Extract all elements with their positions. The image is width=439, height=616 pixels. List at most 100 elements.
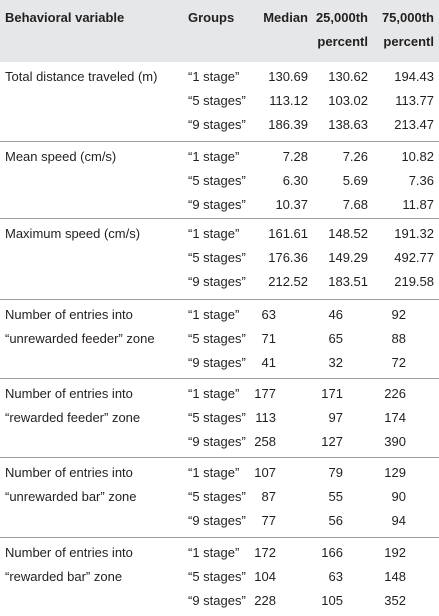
percentile-75-value: 11.87 <box>402 197 434 212</box>
percentile-25-value: 171 <box>321 386 343 401</box>
table-row-group: Number of entries into “rewarded bar” zon… <box>0 537 439 616</box>
variable-label: “unrewarded bar” zone <box>5 489 137 504</box>
percentile-25-value: 183.51 <box>328 274 368 289</box>
percentile-25-value: 130.62 <box>328 69 368 84</box>
group-label: “1 stage” <box>188 149 240 164</box>
median-value: 113 <box>255 410 276 425</box>
group-label: “9 stages” <box>188 513 246 528</box>
percentile-75-value: 219.58 <box>394 274 434 289</box>
variable-label: Number of entries into <box>5 386 133 401</box>
percentile-75-value: 7.36 <box>408 173 434 188</box>
percentile-75-value: 194.43 <box>394 69 434 84</box>
percentile-25-value: 7.68 <box>342 197 368 212</box>
percentile-75-value: 10.82 <box>401 149 434 164</box>
table-row-group: Maximum speed (cm/s) “1 stage” 161.61 148.5… <box>0 218 439 299</box>
percentile-25-value: 97 <box>328 410 343 425</box>
median-value: 107 <box>254 465 276 480</box>
group-label: “5 stages” <box>188 93 246 108</box>
group-label: “9 stages” <box>188 197 246 212</box>
percentile-25-value: 56 <box>328 513 343 528</box>
group-label: “9 stages” <box>188 593 246 608</box>
percentile-25-value: 105 <box>321 593 343 608</box>
table-row-group: Mean speed (cm/s) “1 stage” 7.28 7.26 10.82 “… <box>0 141 439 218</box>
header-25th-percentile-line1: 25,000th <box>315 10 368 25</box>
median-value: 113.12 <box>269 93 308 108</box>
header-median: Median <box>263 10 308 25</box>
median-value: 7.28 <box>282 149 308 164</box>
percentile-25-value: 55 <box>328 489 343 504</box>
header-75th-percentile-line2: percentl <box>383 34 434 49</box>
median-value: 176.36 <box>268 250 308 265</box>
group-label: “9 stages” <box>188 274 246 289</box>
group-label: “9 stages” <box>188 117 246 132</box>
header-behavioral-variable: Behavioral variable <box>5 10 125 25</box>
percentile-75-value: 90 <box>391 489 406 504</box>
percentile-25-value: 7.26 <box>342 149 368 164</box>
percentile-25-value: 46 <box>328 307 343 322</box>
group-label: “9 stages” <box>188 434 246 449</box>
percentile-25-value: 138.63 <box>328 117 368 132</box>
table-row-group: Total distance traveled (m) “1 stage” 130.… <box>0 62 439 141</box>
group-label: “5 stages” <box>188 331 246 346</box>
group-label: “5 stages” <box>188 250 246 265</box>
median-value: 212.52 <box>268 274 308 289</box>
median-value: 63 <box>261 307 276 322</box>
median-value: 10.37 <box>275 197 308 212</box>
percentile-75-value: 352 <box>384 593 406 608</box>
percentile-25-value: 149.29 <box>328 250 368 265</box>
percentile-25-value: 148.52 <box>328 226 368 241</box>
header-groups: Groups <box>188 10 235 25</box>
percentile-75-value: 113.77 <box>395 93 434 108</box>
variable-label: Total distance traveled (m) <box>5 69 158 84</box>
variable-label: “rewarded feeder” zone <box>5 410 141 425</box>
percentile-75-value: 191.32 <box>394 226 434 241</box>
median-value: 172 <box>254 545 276 560</box>
median-value: 77 <box>261 513 276 528</box>
percentile-25-value: 65 <box>328 331 343 346</box>
percentile-75-value: 92 <box>391 307 406 322</box>
percentile-75-value: 226 <box>384 386 406 401</box>
variable-label: “rewarded bar” zone <box>5 569 123 584</box>
group-label: “5 stages” <box>188 173 246 188</box>
group-label: “1 stage” <box>188 69 240 84</box>
percentile-25-value: 63 <box>328 569 343 584</box>
group-label: “1 stage” <box>188 465 240 480</box>
percentile-75-value: 88 <box>391 331 406 346</box>
variable-label: Number of entries into <box>5 465 133 480</box>
median-value: 41 <box>261 355 276 370</box>
variable-label: Number of entries into <box>5 307 133 322</box>
variable-label: Number of entries into <box>5 545 133 560</box>
percentile-75-value: 148 <box>384 569 406 584</box>
group-label: “5 stages” <box>188 410 246 425</box>
table-header: Behavioral variable Groups Median 25,000… <box>0 0 439 62</box>
median-value: 228 <box>254 593 276 608</box>
percentile-75-value: 192 <box>384 545 406 560</box>
median-value: 258 <box>254 434 276 449</box>
median-value: 130.69 <box>268 69 308 84</box>
table-body: Total distance traveled (m) “1 stage” 130.… <box>0 62 439 616</box>
median-value: 71 <box>261 331 276 346</box>
median-value: 87 <box>261 489 276 504</box>
percentile-25-value: 166 <box>321 545 343 560</box>
percentile-75-value: 72 <box>391 355 406 370</box>
group-label: “1 stage” <box>188 226 240 241</box>
percentile-25-value: 32 <box>328 355 343 370</box>
table-row-group: Number of entries into “unrewarded feeder… <box>0 299 439 378</box>
median-value: 177 <box>254 386 276 401</box>
median-value: 104 <box>254 569 276 584</box>
group-label: “5 stages” <box>188 489 246 504</box>
percentile-25-value: 127 <box>321 434 343 449</box>
percentile-75-value: 129 <box>384 465 406 480</box>
table-row-group: Number of entries into “unrewarded bar” z… <box>0 457 439 537</box>
median-value: 186.39 <box>268 117 308 132</box>
percentile-75-value: 174 <box>384 410 406 425</box>
percentile-25-value: 103.02 <box>328 93 368 108</box>
group-label: “1 stage” <box>188 386 240 401</box>
percentile-25-value: 79 <box>328 465 343 480</box>
percentile-75-value: 213.47 <box>394 117 434 132</box>
percentile-75-value: 94 <box>391 513 406 528</box>
group-label: “9 stages” <box>188 355 246 370</box>
group-label: “1 stage” <box>188 545 240 560</box>
percentile-25-value: 5.69 <box>342 173 368 188</box>
